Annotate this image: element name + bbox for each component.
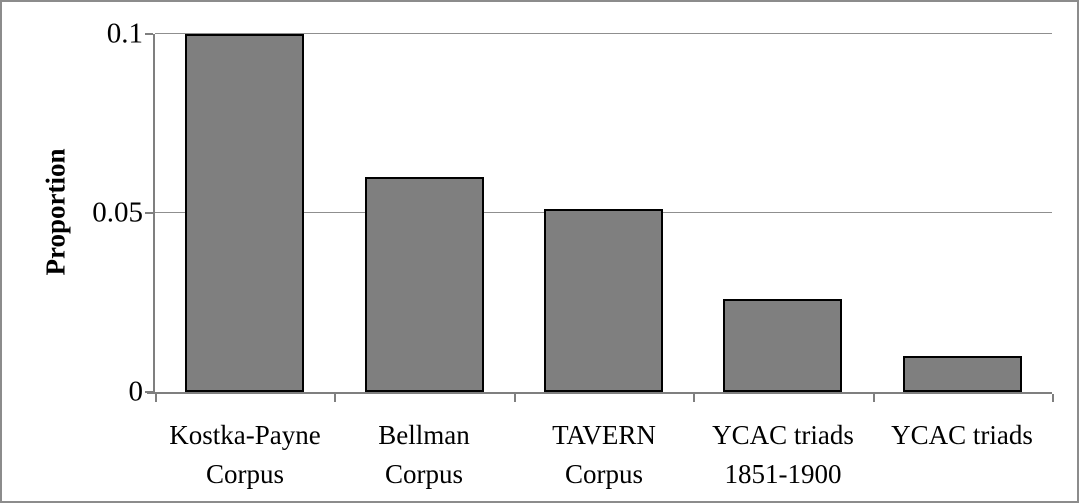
bar xyxy=(544,209,663,392)
category-label: TAVERN Corpus xyxy=(489,416,719,494)
bar xyxy=(185,34,304,392)
category-label-line: YCAC triads xyxy=(712,420,854,450)
x-axis-tick xyxy=(514,394,516,402)
x-axis-tick xyxy=(1052,394,1054,402)
bar xyxy=(903,356,1022,392)
y-tick-label: 0.05 xyxy=(92,196,143,229)
x-axis-tick xyxy=(873,394,875,402)
category-label-line: TAVERN xyxy=(552,420,656,450)
bar xyxy=(365,177,484,392)
x-axis-tick xyxy=(334,394,336,402)
plot-area xyxy=(145,33,1054,402)
category-label-line: Corpus xyxy=(384,459,463,489)
y-axis-tick xyxy=(145,212,153,214)
category-label-line: Corpus xyxy=(564,459,643,489)
x-axis-tick xyxy=(155,394,157,402)
y-axis-tick xyxy=(145,33,153,35)
category-label: Bellman Corpus xyxy=(309,416,539,494)
y-tick-label: 0.1 xyxy=(106,17,143,50)
y-axis-line xyxy=(153,34,155,392)
category-label: Kostka-Payne Corpus xyxy=(130,416,360,494)
x-axis-tick xyxy=(693,394,695,402)
category-label-line: Kostka-Payne xyxy=(169,420,321,450)
category-label: YCAC triads 1851-1900 xyxy=(668,416,898,494)
category-label: YCAC triads xyxy=(847,416,1077,455)
category-label-line: 1851-1900 xyxy=(724,459,842,489)
category-label-line: Bellman xyxy=(378,420,470,450)
y-tick-label: 0 xyxy=(128,375,144,408)
gridline xyxy=(155,33,1052,34)
category-label-line: YCAC triads xyxy=(891,420,1033,450)
x-axis-line xyxy=(147,392,1052,394)
category-label-line: Corpus xyxy=(205,459,284,489)
bar xyxy=(723,299,842,392)
